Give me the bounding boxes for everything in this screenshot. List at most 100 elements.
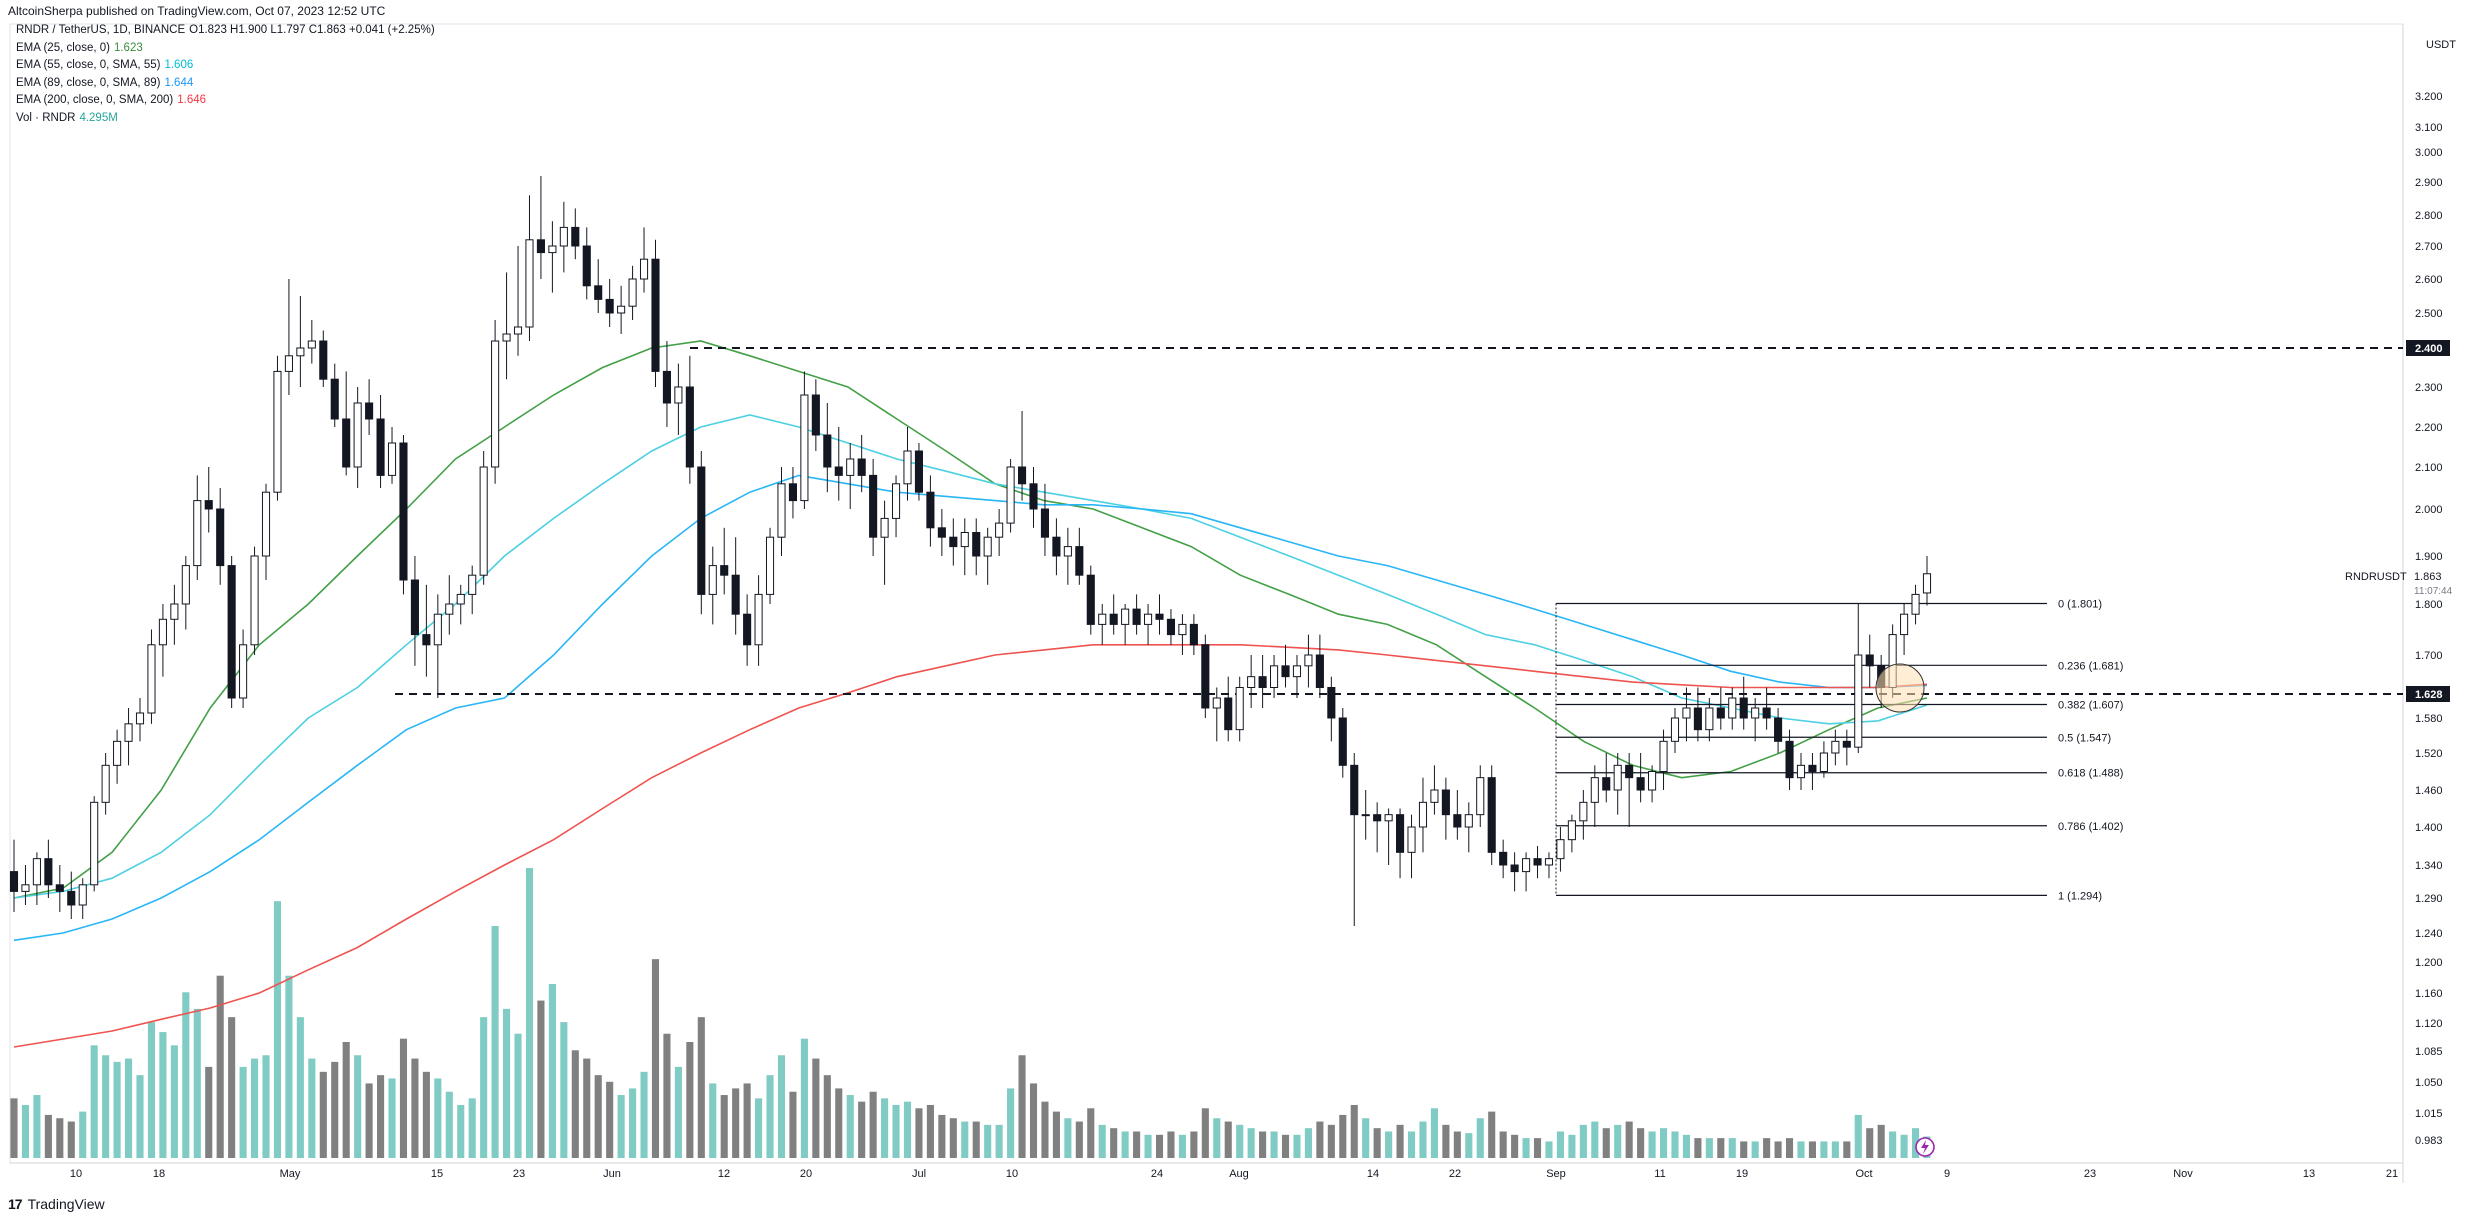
candle-body (284, 355, 293, 372)
candle-body (1808, 764, 1817, 772)
indicator-label: EMA (25, close, 0) (16, 41, 110, 54)
candle-body (1705, 707, 1714, 731)
volume-bar (44, 1114, 52, 1158)
price-tick-label: 2.300 (2415, 382, 2443, 394)
candle-body (1235, 687, 1244, 731)
tradingview-logo: 17 (8, 1196, 23, 1212)
symbol-label: RNDR / TetherUS, 1D, BINANCE (16, 24, 186, 36)
time-tick-label: 20 (800, 1168, 812, 1180)
price-tick-label: 1.400 (2415, 822, 2443, 834)
candle-body (765, 536, 775, 595)
time-tick-label: 21 (2386, 1168, 2398, 1180)
indicator-row-ema25[interactable]: EMA (25, close, 0) 1.623 (16, 40, 435, 58)
volume-bar (422, 1071, 430, 1158)
candle-body (1556, 839, 1565, 860)
candle-body (1247, 676, 1256, 689)
candle-body (995, 522, 1004, 538)
candle-body (1396, 814, 1405, 853)
volume-bar (835, 1088, 843, 1158)
volume-bar (1167, 1131, 1175, 1158)
volume-bar (525, 868, 534, 1158)
candle-body (1693, 707, 1702, 731)
indicator-value: 4.295M (79, 111, 118, 124)
candle-body (1189, 623, 1198, 646)
price-tick-label: 1.160 (2415, 988, 2443, 1000)
volume-bar (1751, 1141, 1759, 1158)
fib-level-label: 1 (1.294) (2058, 890, 2102, 902)
chart-legend: RNDR / TetherUS, 1D, BINANCE O1.823 H1.9… (16, 22, 435, 128)
candle-body (628, 278, 637, 307)
price-tag (2406, 340, 2450, 356)
fib-level-label: 0.786 (1.402) (2058, 821, 2123, 833)
highlight-circle[interactable] (1875, 663, 1925, 713)
candle-body (468, 574, 477, 595)
candle-body (273, 370, 282, 493)
candle-body (1602, 777, 1611, 791)
symbol-row[interactable]: RNDR / TetherUS, 1D, BINANCE O1.823 H1.9… (16, 22, 435, 40)
volume-bar (709, 1083, 717, 1158)
volume-bar (686, 1042, 694, 1158)
candle-body (513, 326, 523, 335)
candle-body (1499, 851, 1508, 866)
price-tick-label: 2.100 (2415, 462, 2443, 474)
candle-body (1166, 618, 1176, 636)
volume-bar (1430, 1108, 1438, 1158)
candle-body (1338, 717, 1347, 766)
candle-body (1017, 466, 1027, 485)
time-tick-label: Oct (1855, 1168, 1872, 1180)
volume-bar (1442, 1124, 1450, 1158)
volume-bar (1190, 1131, 1198, 1158)
candle-body (1350, 764, 1359, 816)
volume-bar (720, 1095, 728, 1158)
time-tick-label: 14 (1367, 1168, 1379, 1180)
bolt-icon[interactable] (1915, 1137, 1935, 1157)
volume-bar (1362, 1118, 1370, 1158)
indicator-label: EMA (55, close, 0, SMA, 55) (16, 59, 161, 72)
volume-bar (1052, 1111, 1060, 1158)
candle-body (479, 466, 488, 576)
fib-level-label: 0.618 (1.488) (2058, 768, 2123, 780)
fibonacci-retracement[interactable]: 0 (1.801) 0.236 (1.681) 0.382 (1.607) 0.5 (… (1555, 599, 2123, 903)
candle-body (571, 226, 580, 247)
volume-bar (354, 1055, 362, 1158)
volume-bar (1453, 1131, 1461, 1158)
indicator-label: Vol · RNDR (16, 111, 76, 124)
indicator-row-ema200[interactable]: EMA (200, close, 0, SMA, 200) 1.646 (16, 92, 435, 110)
candle-body (158, 618, 167, 646)
indicator-value: 1.606 (164, 59, 194, 72)
price-tick-label: 1.240 (2415, 928, 2443, 940)
horizontal-levels[interactable] (395, 347, 2403, 695)
candle-body (502, 333, 511, 342)
candle-body (67, 890, 76, 906)
volume-bar (1637, 1128, 1645, 1158)
price-tick-label: 1.120 (2415, 1018, 2443, 1030)
volume-bar (1339, 1114, 1347, 1158)
candle-body (1327, 687, 1336, 719)
volume-bar (1110, 1128, 1118, 1158)
volume-bar (1568, 1134, 1576, 1158)
candle-body (697, 466, 706, 595)
candle-body (135, 712, 145, 725)
indicator-row-ema89[interactable]: EMA (89, close, 0, SMA, 89) 1.644 (16, 75, 435, 93)
price-tick-label: 2.000 (2415, 504, 2443, 516)
volume-bar (777, 1055, 786, 1158)
candle-body (651, 258, 660, 372)
volume-bar (434, 1078, 442, 1158)
candle-body (983, 536, 992, 557)
volume-bar (1499, 1131, 1507, 1158)
volume-bar (342, 1042, 350, 1158)
currency-label[interactable]: USDT (2426, 39, 2456, 51)
candle-body (1922, 573, 1932, 594)
indicator-row-volume[interactable]: Vol · RNDR 4.295M (16, 110, 435, 128)
volume-bar (617, 1095, 625, 1158)
volume-bar (147, 1022, 156, 1158)
indicator-row-ema55[interactable]: EMA (55, close, 0, SMA, 55) 1.606 (16, 57, 435, 75)
candle-body (1224, 697, 1233, 731)
volume-bar (697, 1017, 705, 1158)
candle-body (1728, 697, 1737, 719)
price-tick-label: 2.400 (2415, 343, 2443, 355)
candle-body (685, 386, 694, 468)
volume-bar (1327, 1124, 1335, 1158)
price-label-countdown: 11:07:44 (2414, 586, 2453, 597)
